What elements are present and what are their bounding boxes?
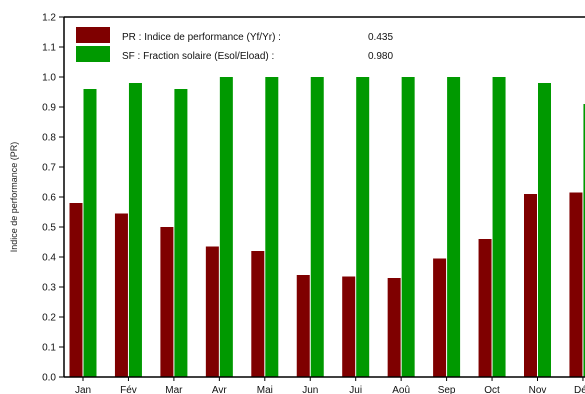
y-tick-label: 0.4 <box>42 253 56 264</box>
bar-pr-8 <box>387 278 401 377</box>
y-tick-label: 0.8 <box>42 133 56 144</box>
bar-sf-2 <box>128 83 142 377</box>
bar-pr-10 <box>478 239 492 377</box>
bar-pr-6 <box>296 275 310 377</box>
y-tick-label: 0.9 <box>42 103 56 114</box>
x-tick-label: Déc <box>574 385 585 394</box>
y-tick-label: 0.5 <box>42 223 56 234</box>
legend: PR : Indice de performance (Yf/Yr) : SF … <box>70 21 393 65</box>
bar-pr-5 <box>251 251 265 377</box>
y-tick-label: 0.7 <box>42 163 56 174</box>
x-axis-ticks: Jan Fév Mar Avr Mai Jun Jui Aoû Sep Oct Nov Déc <box>75 377 585 394</box>
x-tick-label: Jun <box>302 385 318 394</box>
bar-sf-11 <box>538 83 551 377</box>
x-tick-label: Aoû <box>392 385 410 394</box>
x-tick-label: Fév <box>120 385 137 394</box>
bar-sf-8 <box>401 77 415 377</box>
legend-swatch-sf <box>76 46 110 62</box>
x-tick-label: Jui <box>349 385 362 394</box>
y-tick-label: 0.1 <box>42 343 56 354</box>
x-tick-label: Oct <box>484 385 500 394</box>
x-tick-label: Mai <box>257 385 273 394</box>
bar-sf-3 <box>174 89 188 377</box>
bar-pr-12 <box>569 192 583 377</box>
bar-pr-2 <box>114 213 128 377</box>
x-tick-label: Avr <box>212 385 227 394</box>
x-tick-label: Nov <box>529 385 547 394</box>
y-tick-label: 0.3 <box>42 283 56 294</box>
y-tick-label: 0.2 <box>42 313 56 324</box>
y-tick-label: 0.0 <box>42 373 56 384</box>
bar-pr-9 <box>433 258 447 377</box>
bar-sf-12 <box>583 104 585 377</box>
bar-pr-7 <box>342 276 356 377</box>
legend-value-sf: 0.980 <box>368 51 393 62</box>
bar-sf-10 <box>492 77 506 377</box>
bar-sf-1 <box>83 89 97 377</box>
y-tick-label: 0.6 <box>42 193 56 204</box>
y-axis-label: Indice de performance (PR) <box>9 142 19 253</box>
bar-sf-7 <box>356 77 370 377</box>
legend-swatch-pr <box>76 27 110 43</box>
y-axis-ticks: 0.0 0.1 0.2 0.3 0.4 0.5 0.6 0.7 0.8 0.9 1.0 1.1 1.2 <box>42 13 64 384</box>
bar-sf-4 <box>219 77 233 377</box>
bar-pr-11 <box>524 194 537 377</box>
legend-label-pr: PR : Indice de performance (Yf/Yr) : <box>122 32 281 43</box>
y-tick-label: 1.0 <box>42 73 56 84</box>
bar-pr-1 <box>69 203 83 377</box>
x-tick-label: Mar <box>165 385 183 394</box>
bar-pr-4 <box>205 246 219 377</box>
bar-sf-6 <box>310 77 324 377</box>
y-tick-label: 1.1 <box>42 43 56 54</box>
x-tick-label: Sep <box>438 385 456 394</box>
bars-group <box>69 77 585 377</box>
legend-label-sf: SF : Fraction solaire (Esol/Eload) : <box>122 51 274 62</box>
bar-sf-9 <box>447 77 461 377</box>
y-tick-label: 1.2 <box>42 13 56 24</box>
x-tick-label: Jan <box>75 385 91 394</box>
bar-pr-3 <box>160 227 174 377</box>
legend-value-pr: 0.435 <box>368 32 393 43</box>
bar-sf-5 <box>265 77 279 377</box>
